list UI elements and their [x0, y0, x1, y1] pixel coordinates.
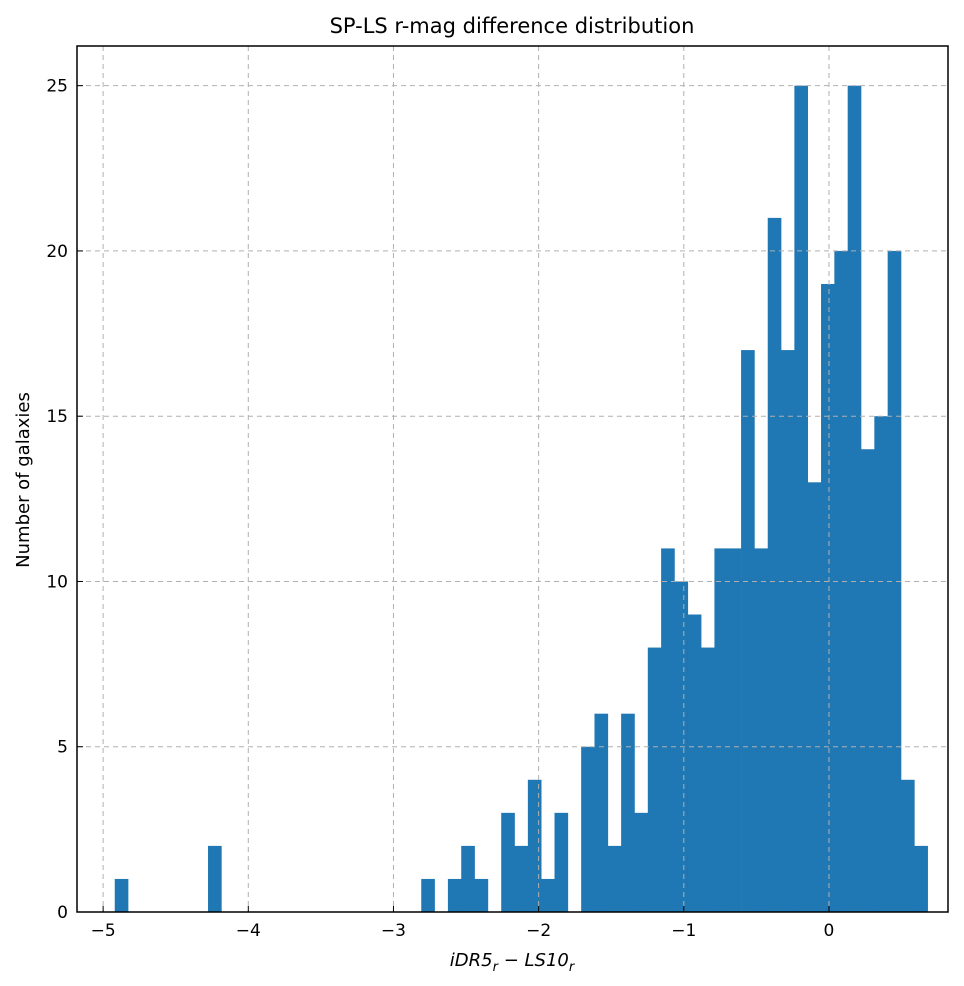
histogram-bar [807, 482, 822, 912]
histogram-bar [621, 713, 635, 912]
histogram-bar [514, 845, 529, 912]
histogram-bar [874, 416, 888, 912]
histogram-bar [594, 713, 609, 912]
histogram-bar [914, 845, 928, 912]
chart-title: SP-LS r-mag difference distribution [330, 14, 695, 38]
histogram-bar [727, 548, 742, 912]
histogram-bar [701, 647, 715, 912]
x-tick-label: −5 [91, 921, 116, 941]
histogram-bar [781, 350, 795, 913]
histogram-bar [861, 449, 875, 912]
histogram-bar [461, 845, 475, 912]
axis-ticks: −5 −4 −3 −2 −1 0 0 5 10 15 20 25 [46, 77, 834, 941]
histogram-bar [741, 350, 755, 913]
histogram-bar [607, 845, 622, 912]
histogram-bar [821, 283, 835, 913]
y-tick-label: 0 [57, 903, 68, 923]
x-tick-label: 0 [824, 921, 835, 941]
histogram-bar [541, 878, 555, 912]
histogram-bar [421, 878, 435, 912]
histogram-bar [474, 878, 489, 912]
histogram-bar [114, 878, 129, 912]
histogram-bar [501, 812, 515, 912]
y-tick-label: 5 [57, 738, 68, 758]
x-tick-label: −4 [236, 921, 261, 941]
histogram-bar [647, 647, 662, 912]
histogram-bar [634, 812, 649, 912]
histogram-bar [714, 548, 729, 912]
y-tick-label: 15 [46, 407, 68, 427]
x-tick-label: −1 [671, 921, 696, 941]
histogram-bar [581, 746, 595, 912]
histogram-bar [447, 878, 462, 912]
histogram-bar [901, 779, 915, 912]
y-tick-label: 20 [46, 242, 68, 262]
x-tick-label: −2 [526, 921, 551, 941]
x-axis-title: iDR5r − LS10r [450, 950, 576, 975]
histogram-bar [208, 845, 222, 912]
histogram-bars [114, 85, 928, 913]
x-axis-title-minus: − [498, 950, 525, 971]
histogram-bar [527, 779, 542, 912]
histogram-bar [767, 217, 782, 912]
histogram-bar [754, 548, 769, 912]
grid-overlay [77, 46, 948, 912]
y-axis-title: Number of galaxies [13, 392, 34, 568]
x-axis-title-a-sub: r [493, 960, 500, 975]
plot-frame [76, 45, 949, 913]
histogram-bar [847, 85, 862, 912]
y-tick-label: 10 [46, 572, 68, 592]
x-axis-title-b-sub: r [569, 960, 576, 975]
histogram-bar [554, 812, 569, 912]
histogram-bar [794, 85, 809, 912]
x-axis-title-a: iDR5 [450, 950, 493, 971]
y-tick-label: 25 [46, 77, 68, 97]
x-tick-label: −3 [381, 921, 406, 941]
histogram-bar [661, 548, 675, 912]
histogram-bar [687, 614, 702, 912]
x-axis-title-b: LS10 [525, 950, 569, 971]
